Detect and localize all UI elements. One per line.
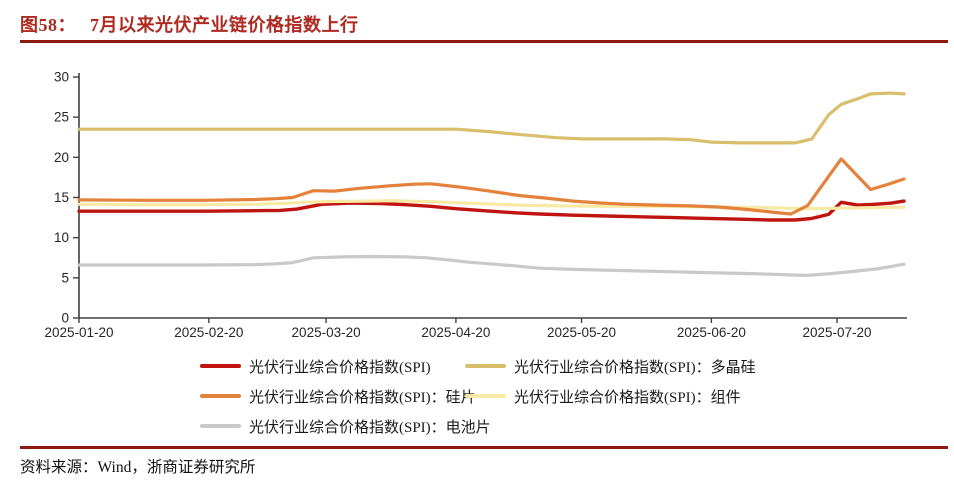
- figure-title: 图58： 7月以来光伏产业链价格指数上行: [20, 11, 359, 37]
- svg-text:2025-01-20: 2025-01-20: [44, 325, 113, 340]
- legend-item-wafer: 光伏行业综合价格指数(SPI)：硅片: [200, 386, 476, 406]
- legend-label-spi: 光伏行业综合价格指数(SPI): [249, 359, 431, 376]
- svg-text:2025-05-20: 2025-05-20: [547, 325, 616, 340]
- legend-swatch-wafer: [200, 394, 241, 398]
- legend-item-spi: 光伏行业综合价格指数(SPI): [200, 356, 431, 376]
- legend-swatch-cell: [200, 424, 241, 428]
- legend-label-wafer: 光伏行业综合价格指数(SPI)：硅片: [249, 389, 476, 406]
- svg-text:2025-04-20: 2025-04-20: [421, 325, 490, 340]
- svg-text:30: 30: [54, 70, 69, 85]
- title-divider-rule: [20, 40, 948, 43]
- line-chart: 0 5 10 15 20 25 30 2025-01-20 2025-02-20 2025-03-…: [44, 70, 907, 340]
- svg-text:10: 10: [54, 230, 69, 245]
- svg-text:2025-07-20: 2025-07-20: [802, 325, 871, 340]
- legend-item-cell: 光伏行业综合价格指数(SPI)：电池片: [200, 416, 491, 436]
- svg-text:25: 25: [54, 110, 69, 125]
- source-note: 资料来源：Wind，浙商证券研究所: [20, 459, 256, 476]
- legend-swatch-poly: [465, 364, 506, 368]
- source-divider-rule: [20, 446, 948, 449]
- legend-swatch-spi: [200, 364, 241, 368]
- legend-swatch-module: [465, 394, 506, 398]
- figure-title-text: 7月以来光伏产业链价格指数上行: [90, 15, 359, 35]
- svg-text:2025-02-20: 2025-02-20: [174, 325, 243, 340]
- svg-text:15: 15: [54, 190, 69, 205]
- svg-text:20: 20: [54, 150, 69, 165]
- legend-label-module: 光伏行业综合价格指数(SPI)：组件: [514, 389, 741, 406]
- svg-text:2025-06-20: 2025-06-20: [677, 325, 746, 340]
- legend-label-poly: 光伏行业综合价格指数(SPI)：多晶硅: [514, 359, 756, 376]
- legend-label-cell: 光伏行业综合价格指数(SPI)：电池片: [249, 419, 491, 436]
- svg-text:2025-03-20: 2025-03-20: [292, 325, 361, 340]
- figure-number: 图58：: [20, 15, 76, 35]
- svg-text:5: 5: [61, 270, 69, 285]
- legend-item-module: 光伏行业综合价格指数(SPI)：组件: [465, 386, 741, 406]
- svg-text:0: 0: [61, 311, 69, 326]
- legend-item-poly: 光伏行业综合价格指数(SPI)：多晶硅: [465, 356, 756, 376]
